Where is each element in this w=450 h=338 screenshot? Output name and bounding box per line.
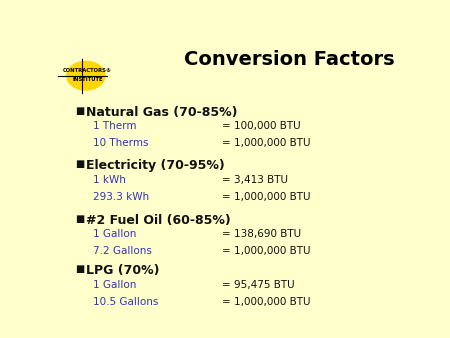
Text: CONTRACTORS®: CONTRACTORS® — [63, 68, 112, 73]
Circle shape — [67, 62, 105, 90]
Text: #2 Fuel Oil (60-85%): #2 Fuel Oil (60-85%) — [86, 214, 231, 227]
Text: = 1,000,000 BTU: = 1,000,000 BTU — [222, 192, 310, 201]
Text: LPG (70%): LPG (70%) — [86, 264, 159, 277]
Text: = 100,000 BTU: = 100,000 BTU — [222, 121, 301, 131]
Text: = 1,000,000 BTU: = 1,000,000 BTU — [222, 138, 310, 148]
Text: = 1,000,000 BTU: = 1,000,000 BTU — [222, 246, 310, 256]
Text: 1 kWh: 1 kWh — [93, 175, 126, 185]
Text: = 3,413 BTU: = 3,413 BTU — [222, 175, 288, 185]
Text: ■: ■ — [76, 214, 85, 224]
Text: 10.5 Gallons: 10.5 Gallons — [93, 297, 158, 307]
Text: 293.3 kWh: 293.3 kWh — [93, 192, 149, 201]
Text: = 95,475 BTU: = 95,475 BTU — [222, 280, 295, 290]
Text: ■: ■ — [76, 159, 85, 169]
Text: 1 Gallon: 1 Gallon — [93, 280, 136, 290]
Text: Electricity (70-95%): Electricity (70-95%) — [86, 159, 225, 172]
Text: 10 Therms: 10 Therms — [93, 138, 148, 148]
Text: ■: ■ — [76, 105, 85, 116]
Text: = 1,000,000 BTU: = 1,000,000 BTU — [222, 297, 310, 307]
Text: INSTITUTE: INSTITUTE — [72, 77, 103, 82]
Text: Conversion Factors: Conversion Factors — [184, 50, 395, 69]
Text: Natural Gas (70-85%): Natural Gas (70-85%) — [86, 105, 238, 119]
Text: 7.2 Gallons: 7.2 Gallons — [93, 246, 152, 256]
Text: 1 Therm: 1 Therm — [93, 121, 136, 131]
Text: = 138,690 BTU: = 138,690 BTU — [222, 229, 301, 239]
Text: ■: ■ — [76, 264, 85, 274]
Text: 1 Gallon: 1 Gallon — [93, 229, 136, 239]
